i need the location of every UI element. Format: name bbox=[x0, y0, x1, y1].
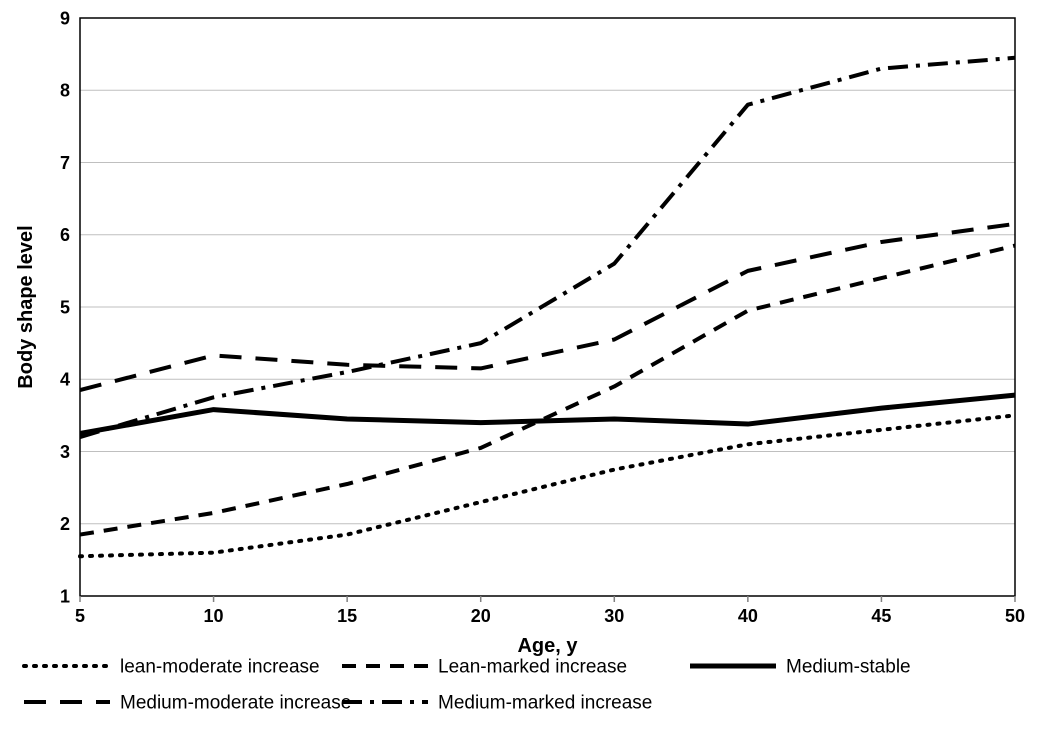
y-tick-label: 5 bbox=[60, 297, 70, 317]
x-tick-label: 50 bbox=[1005, 606, 1025, 626]
x-tick-label: 30 bbox=[604, 606, 624, 626]
y-tick-label: 4 bbox=[60, 370, 70, 390]
x-tick-label: 40 bbox=[738, 606, 758, 626]
x-tick-label: 15 bbox=[337, 606, 357, 626]
y-tick-label: 6 bbox=[60, 225, 70, 245]
x-tick-label: 45 bbox=[871, 606, 891, 626]
x-axis-label: Age, y bbox=[517, 635, 578, 657]
legend-label-lean_marked: Lean-marked increase bbox=[438, 657, 627, 678]
y-tick-label: 9 bbox=[60, 8, 70, 28]
line-chart: 510152030404550123456789Age, yBody shape… bbox=[0, 0, 1050, 751]
y-tick-label: 8 bbox=[60, 81, 70, 101]
chart-container: 510152030404550123456789Age, yBody shape… bbox=[0, 0, 1050, 751]
y-tick-label: 7 bbox=[60, 153, 70, 173]
y-axis-label: Body shape level bbox=[15, 225, 37, 388]
legend-label-medium_marked: Medium-marked increase bbox=[438, 693, 652, 714]
legend-label-lean_moderate: lean-moderate increase bbox=[120, 657, 320, 678]
x-tick-label: 5 bbox=[75, 606, 85, 626]
x-tick-label: 20 bbox=[471, 606, 491, 626]
legend-label-medium_stable: Medium-stable bbox=[786, 657, 911, 678]
x-tick-label: 10 bbox=[204, 606, 224, 626]
y-tick-label: 2 bbox=[60, 514, 70, 534]
legend-label-medium_moderate: Medium-moderate increase bbox=[120, 693, 351, 714]
y-tick-label: 1 bbox=[60, 586, 70, 606]
y-tick-label: 3 bbox=[60, 442, 70, 462]
